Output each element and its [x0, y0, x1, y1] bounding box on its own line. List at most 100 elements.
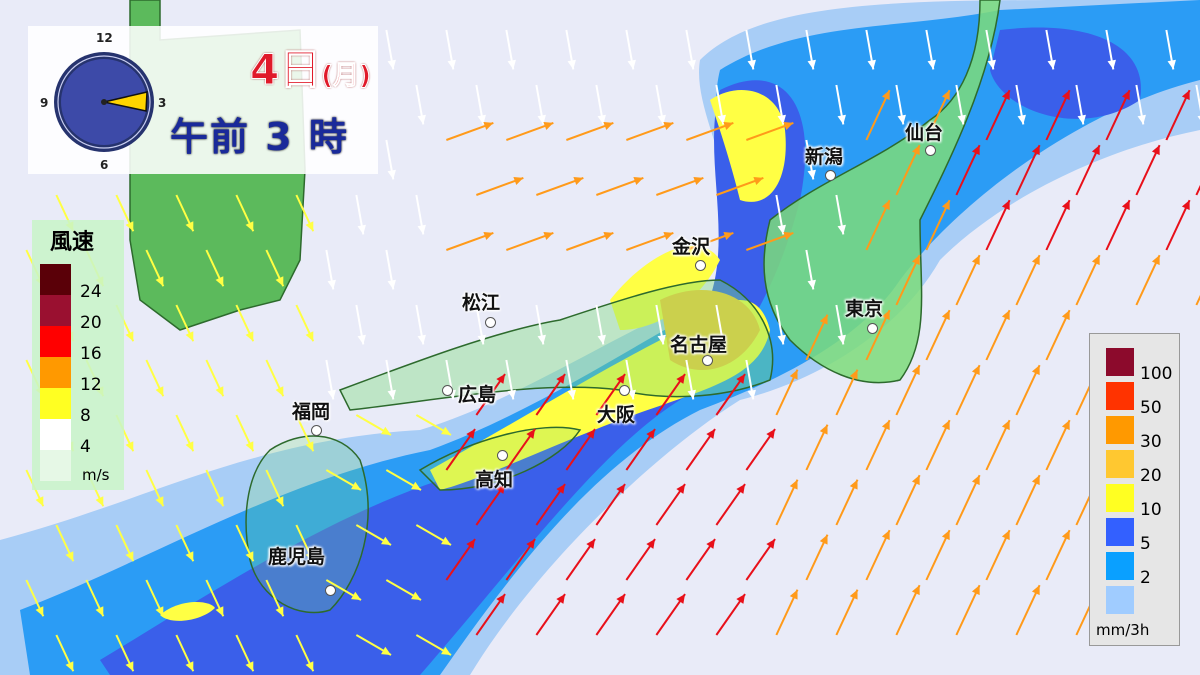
rain-legend-unit: mm/3h [1096, 621, 1150, 639]
wind-arrow [985, 29, 996, 70]
wind-arrow [745, 29, 756, 70]
city-marker [702, 355, 713, 366]
wind-arrow [476, 176, 524, 196]
wind-arrow [235, 524, 255, 562]
wind-arrow [656, 176, 704, 196]
wind-arrow [175, 524, 195, 562]
time-label: 午前 3 時 [170, 115, 349, 159]
wind-arrow [775, 369, 799, 416]
wind-arrow [505, 538, 536, 581]
wind-arrow [265, 469, 285, 507]
wind-arrow [385, 579, 422, 601]
wind-arrow [655, 373, 686, 416]
wind-arrow [175, 304, 195, 342]
rain-swatch [1106, 518, 1134, 546]
wind-legend-unit: m/s [82, 466, 110, 484]
wind-arrow [385, 359, 396, 400]
wind-arrow [235, 194, 255, 232]
wind-arrow [265, 579, 285, 617]
wind-arrow [385, 29, 396, 70]
clock-label-6: 6 [100, 158, 109, 172]
wind-legend-label: 20 [80, 313, 102, 333]
wind-arrow [895, 144, 921, 196]
rain-swatch [1106, 450, 1134, 478]
wind-arrow [626, 231, 674, 251]
city-marker [311, 425, 322, 436]
wind-arrow [415, 304, 426, 345]
wind-arrow [385, 249, 396, 290]
wind-legend-label: 12 [80, 375, 102, 395]
wind-arrow [1045, 309, 1071, 361]
wind-arrow [715, 84, 726, 125]
wind-arrow [325, 579, 362, 601]
wind-arrow [955, 474, 981, 526]
clock-label-9: 9 [40, 96, 49, 110]
wind-arrow [446, 121, 494, 141]
wind-arrow [506, 231, 554, 251]
wind-arrow [115, 524, 135, 562]
rain-legend-label: 5 [1140, 534, 1151, 554]
wind-arrow [506, 121, 554, 141]
wind-arrow [805, 314, 829, 361]
wind-arrow [1015, 254, 1041, 306]
wind-arrow [805, 139, 816, 180]
wind-arrow [835, 589, 859, 636]
rain-legend-label: 100 [1140, 364, 1173, 384]
rain-swatch [1106, 552, 1134, 580]
wind-arrow [505, 359, 516, 400]
wind-swatch [40, 295, 71, 326]
wind-arrow [596, 176, 644, 196]
wind-arrow [865, 419, 891, 471]
wind-arrow [895, 474, 921, 526]
wind-arrow [1075, 84, 1086, 125]
wind-arrow [175, 414, 195, 452]
rain-legend-label: 2 [1140, 568, 1151, 588]
wind-arrow [145, 469, 165, 507]
city-marker [925, 145, 936, 156]
wind-arrow [475, 84, 486, 125]
wind-arrow [626, 121, 674, 141]
city-marker [325, 585, 336, 596]
wind-arrow [835, 369, 859, 416]
wind-arrow [1015, 84, 1026, 125]
wind-swatch [40, 264, 71, 295]
city-label: 広島 [458, 384, 497, 406]
wind-arrow [716, 176, 764, 196]
wind-arrow [565, 538, 596, 581]
wind-arrow [835, 194, 846, 235]
rain-swatch [1106, 416, 1134, 444]
wind-arrow [925, 419, 951, 471]
city-marker [442, 385, 453, 396]
city-marker [867, 323, 878, 334]
wind-swatch [40, 357, 71, 388]
city-marker [619, 385, 630, 396]
wind-arrow [355, 524, 392, 546]
city-label: 東京 [845, 298, 884, 320]
wind-arrow [865, 309, 891, 361]
wind-arrow [175, 634, 195, 672]
wind-arrow [1135, 254, 1161, 306]
wind-arrow [685, 538, 716, 581]
clock-label-3: 3 [158, 96, 167, 110]
wind-arrow [355, 634, 392, 656]
wind-arrow [895, 254, 921, 306]
wind-arrow [595, 483, 626, 526]
wind-arrow [385, 469, 422, 491]
wind-arrow [445, 29, 456, 70]
wind-arrow [295, 414, 315, 452]
wind-legend-label: 8 [80, 406, 91, 426]
wind-arrow [205, 359, 225, 397]
wind-arrow [686, 121, 734, 141]
wind-arrow [325, 359, 336, 400]
wind-arrow [955, 584, 981, 636]
precipitation-legend: 100 50 30 20 10 5 2 mm/3h [1089, 333, 1180, 646]
city-label: 新潟 [805, 146, 844, 168]
city-marker [825, 170, 836, 181]
city-label: 仙台 [905, 122, 944, 144]
wind-legend-title: 風速 [50, 230, 95, 255]
wind-arrow [925, 309, 951, 361]
wind-arrow [235, 634, 255, 672]
wind-arrow [175, 194, 195, 232]
wind-arrow [835, 304, 846, 345]
wind-swatch [40, 419, 71, 450]
